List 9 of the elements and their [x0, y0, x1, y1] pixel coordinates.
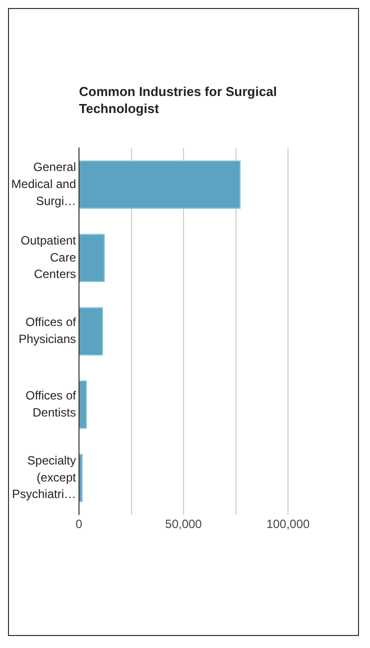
y-tick-label: Specialty (except Psychiatri… — [12, 453, 77, 502]
x-tick-label: 0 — [76, 517, 83, 532]
y-tick-label: Offices of Physicians — [18, 315, 77, 346]
x-tick-label: 100,000 — [266, 517, 310, 532]
y-tick-label: General Medical and Surgi… — [11, 160, 76, 208]
y-tick-label: Offices of Dentists — [26, 388, 77, 420]
chart-title: Common Industries for Surgical Technologist — [79, 83, 278, 117]
x-tick-label: 50,000 — [165, 517, 202, 532]
y-tick-label: Outpatient Care Centers — [20, 233, 77, 282]
